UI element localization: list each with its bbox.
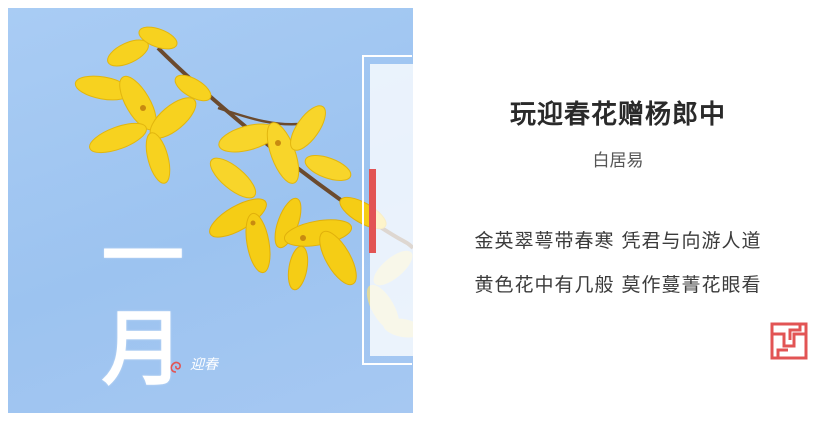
frame-border <box>362 55 412 365</box>
swirl-icon <box>170 361 181 373</box>
accent-bar <box>369 169 376 253</box>
poem-line-2: 黄色花中有几般 莫作蔓菁花眼看 <box>474 274 762 296</box>
forsythia-branch-illustration <box>74 26 413 338</box>
flower-label: 迎春 <box>190 357 218 373</box>
frame-panel <box>370 64 413 356</box>
poem-author: 白居易 <box>592 151 644 171</box>
poem-title: 玩迎春花赠杨郎中 <box>509 100 726 130</box>
poem-line-1: 金英翠萼带春寒 凭君与向游人道 <box>474 230 762 252</box>
fret-seal-icon <box>770 322 808 360</box>
month-label: 一月 <box>87 213 184 397</box>
forsythia-photo: 一月 迎春 <box>8 8 413 413</box>
